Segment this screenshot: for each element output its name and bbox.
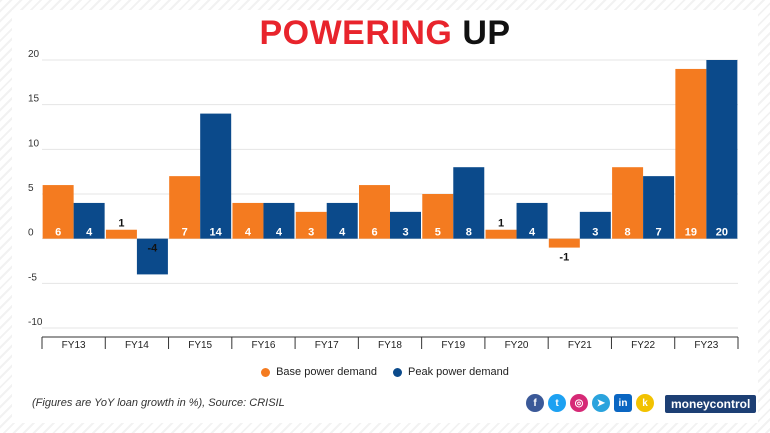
bar-peak — [643, 176, 675, 239]
data-label: 4 — [529, 227, 536, 239]
bar-base — [422, 194, 454, 239]
bar-base — [548, 238, 580, 248]
linkedin-icon[interactable]: in — [614, 394, 632, 412]
x-tick-label: FY15 — [188, 340, 212, 351]
source-note: (Figures are YoY loan growth in %), Sour… — [32, 397, 285, 409]
x-tick-label: FY22 — [631, 340, 655, 351]
data-label: 4 — [245, 227, 252, 239]
bar-peak — [136, 238, 168, 275]
bar-peak — [516, 202, 548, 239]
moneycontrol-logo[interactable]: moneycontrol — [665, 395, 757, 413]
twitter-icon[interactable]: t — [548, 394, 566, 412]
x-tick-label: FY18 — [378, 340, 402, 351]
telegram-icon[interactable]: ➤ — [592, 394, 610, 412]
bar-peak — [326, 202, 358, 239]
koo-icon[interactable]: k — [636, 394, 654, 412]
data-label: 7 — [182, 227, 188, 239]
data-label: 4 — [276, 227, 283, 239]
title-part-red: POWERING — [259, 14, 453, 52]
bar-peak — [390, 211, 421, 239]
legend-item-peak: Peak power demand — [393, 366, 509, 378]
x-tick-label: FY17 — [315, 340, 339, 351]
data-label: 3 — [402, 227, 408, 239]
legend: Base power demand Peak power demand — [0, 366, 770, 378]
data-label: 1 — [498, 218, 504, 230]
data-label: -1 — [559, 252, 569, 264]
social-icons: f t ◎ ➤ in k — [526, 394, 654, 412]
y-tick-label: -5 — [28, 272, 37, 283]
x-tick-label: FY20 — [505, 340, 529, 351]
data-label: 20 — [716, 227, 728, 239]
y-tick-label: 15 — [28, 94, 40, 105]
data-label: 1 — [118, 218, 124, 230]
bar-base — [295, 211, 327, 239]
bar-peak — [579, 211, 611, 239]
legend-swatch-peak — [393, 367, 402, 377]
data-label: 19 — [685, 227, 697, 239]
bar-base — [675, 68, 707, 239]
bar-peak — [453, 167, 485, 239]
bar-base — [485, 229, 517, 239]
data-label: 4 — [339, 227, 346, 239]
bar-base — [359, 185, 390, 239]
data-label: 14 — [210, 227, 223, 239]
x-tick-label: FY14 — [125, 340, 149, 351]
instagram-icon[interactable]: ◎ — [570, 394, 588, 412]
y-tick-label: 5 — [28, 183, 34, 194]
y-tick-label: 0 — [28, 228, 34, 239]
legend-swatch-base — [261, 367, 271, 377]
legend-label-base: Base power demand — [276, 366, 377, 378]
x-tick-label: FY13 — [62, 340, 86, 351]
legend-item-base: Base power demand — [261, 366, 377, 378]
bar-peak — [73, 202, 105, 239]
data-label: 8 — [625, 227, 631, 239]
x-tick-label: FY21 — [568, 340, 592, 351]
x-tick-label: FY19 — [441, 340, 465, 351]
data-label: 8 — [466, 227, 472, 239]
data-label: 7 — [656, 227, 662, 239]
y-tick-label: -10 — [28, 317, 43, 328]
data-label: 3 — [308, 227, 314, 239]
y-tick-label: 10 — [28, 138, 40, 149]
facebook-icon[interactable]: f — [526, 394, 544, 412]
x-tick-label: FY23 — [694, 340, 718, 351]
data-label: 3 — [592, 227, 598, 239]
bar-base — [42, 185, 74, 239]
bar-base — [232, 202, 264, 239]
x-tick-label: FY16 — [252, 340, 276, 351]
data-label: 6 — [371, 227, 377, 239]
data-label: 5 — [435, 227, 441, 239]
data-label: 4 — [86, 227, 93, 239]
data-label: 6 — [55, 227, 61, 239]
chart-title: POWERING UP — [0, 14, 770, 53]
bar-base — [105, 229, 137, 239]
legend-label-peak: Peak power demand — [408, 366, 509, 378]
title-part-black: UP — [462, 14, 511, 52]
bar-base — [169, 176, 201, 239]
bar-peak — [200, 113, 232, 239]
data-label: -4 — [148, 243, 159, 255]
y-tick-label: 20 — [28, 49, 40, 60]
bar-peak — [706, 60, 738, 239]
bar-base — [612, 167, 644, 239]
bar-peak — [263, 202, 295, 239]
